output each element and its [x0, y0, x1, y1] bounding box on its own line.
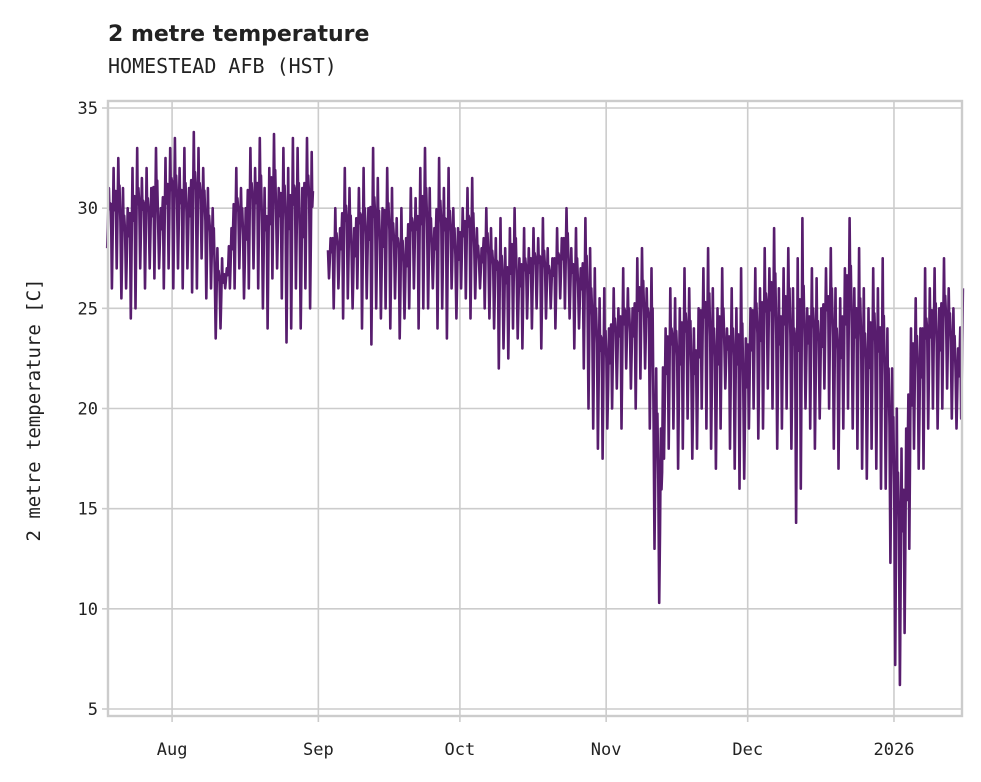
series-layer — [105, 130, 965, 687]
y-tick-label: 20 — [78, 400, 98, 420]
y-tick-label: 30 — [78, 199, 98, 219]
y-tick-label: 25 — [78, 299, 98, 319]
y-axis-ticks: 5 10 15 20 25 30 35 — [78, 99, 108, 720]
y-tick-label: 10 — [78, 600, 98, 620]
chart-title: 2 metre temperature — [108, 22, 369, 47]
x-axis-ticks: Aug Sep Oct Nov Dec 2026 — [157, 716, 915, 760]
x-tick-label: Aug — [157, 740, 188, 760]
temperature-series-line — [105, 130, 965, 687]
x-tick-label: Nov — [591, 740, 622, 760]
plot-frame — [106, 99, 964, 718]
x-tick-label: Oct — [445, 740, 476, 760]
x-tick-label: Dec — [732, 740, 763, 760]
y-axis-label: 2 metre temperature [C] — [23, 278, 45, 541]
chart-subtitle: HOMESTEAD AFB (HST) — [108, 54, 337, 78]
x-tick-label: 2026 — [874, 740, 915, 760]
y-tick-label: 15 — [78, 500, 98, 520]
y-tick-label: 35 — [78, 99, 98, 119]
y-tick-label: 5 — [88, 700, 98, 720]
x-tick-label: Sep — [303, 740, 334, 760]
